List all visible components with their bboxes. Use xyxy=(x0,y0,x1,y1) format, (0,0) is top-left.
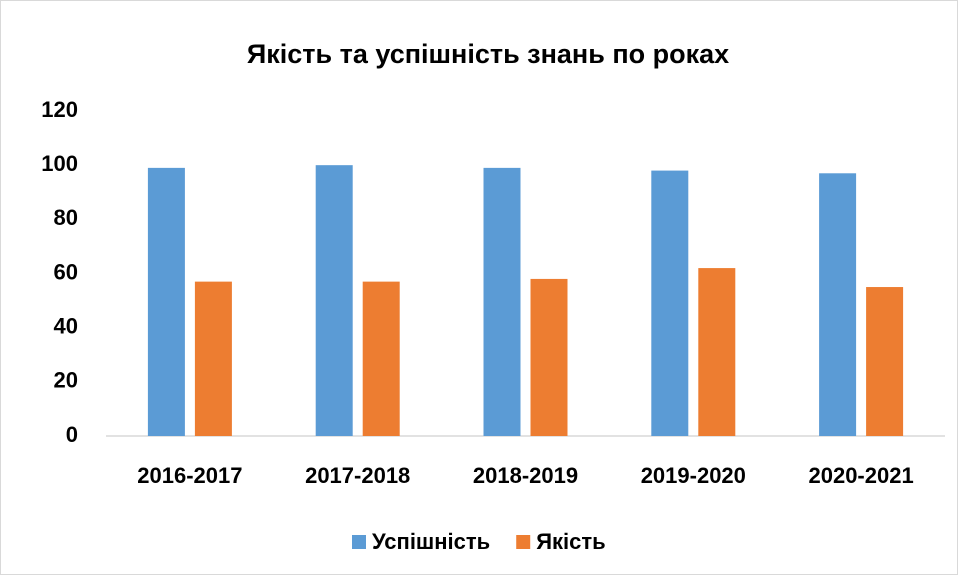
y-tick-label: 60 xyxy=(54,259,78,284)
legend-swatch xyxy=(352,535,366,549)
x-tick-label: 2020-2021 xyxy=(808,463,913,488)
bar xyxy=(315,165,353,436)
bar xyxy=(698,268,736,436)
y-tick-label: 80 xyxy=(54,205,78,230)
bar xyxy=(866,287,904,436)
chart-title: Якість та успішність знань по роках xyxy=(247,39,729,69)
bar xyxy=(819,173,857,436)
x-tick-label: 2017-2018 xyxy=(305,463,410,488)
y-tick-label: 20 xyxy=(54,368,78,393)
bar xyxy=(530,278,568,436)
bar xyxy=(362,281,400,436)
x-tick-label: 2018-2019 xyxy=(473,463,578,488)
bar xyxy=(147,167,185,436)
bar xyxy=(651,170,689,437)
legend-label: Якість xyxy=(536,529,605,554)
bar xyxy=(483,167,521,436)
y-tick-label: 100 xyxy=(41,151,78,176)
legend-label: Успішність xyxy=(372,529,490,554)
y-tick-label: 40 xyxy=(54,313,78,338)
y-tick-label: 120 xyxy=(41,97,78,122)
legend-swatch xyxy=(516,535,531,549)
x-tick-label: 2016-2017 xyxy=(137,463,242,488)
y-tick-label: 0 xyxy=(66,422,78,447)
bar xyxy=(194,281,232,436)
x-tick-label: 2019-2020 xyxy=(641,463,746,488)
